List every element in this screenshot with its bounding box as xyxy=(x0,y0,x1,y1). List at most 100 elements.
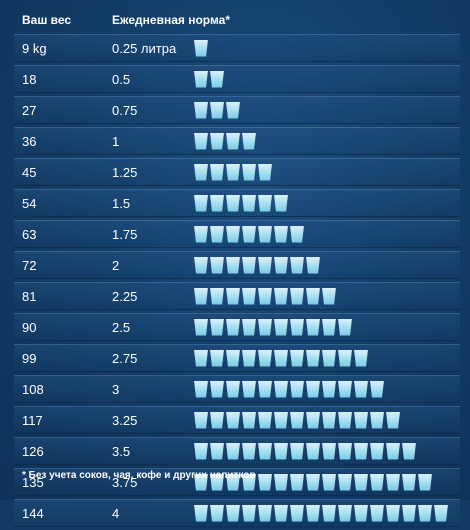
norm-cell: 0.75 xyxy=(112,102,138,118)
table-row: 126 3.5 xyxy=(14,437,460,465)
water-glass-icon xyxy=(306,442,320,460)
water-glass-icon xyxy=(290,225,304,243)
water-glass-icon xyxy=(258,504,272,522)
water-glass-icon xyxy=(338,380,352,398)
water-glass-icon xyxy=(354,349,368,367)
water-glass-icon xyxy=(306,411,320,429)
water-glass-icon xyxy=(274,473,288,491)
water-glass-icon xyxy=(226,225,240,243)
water-glass-icon xyxy=(434,504,448,522)
water-glass-icon xyxy=(226,194,240,212)
water-glass-icon xyxy=(194,287,208,305)
water-glass-icon xyxy=(338,349,352,367)
water-glass-icon xyxy=(306,380,320,398)
water-glass-icon xyxy=(354,380,368,398)
norm-cell: 4 xyxy=(112,505,120,521)
water-glass-icon xyxy=(306,318,320,336)
water-glass-icon xyxy=(290,349,304,367)
weight-cell: 54 xyxy=(22,195,37,211)
norm-cell: 2 xyxy=(112,257,120,273)
water-glass-icon xyxy=(210,101,224,119)
water-glass-icon xyxy=(322,287,336,305)
water-glass-icon xyxy=(226,256,240,274)
weight-cell: 108 xyxy=(22,381,44,397)
glasses-cell xyxy=(194,159,272,185)
norm-cell: 3.75 xyxy=(112,474,138,490)
water-glass-icon xyxy=(210,349,224,367)
water-glass-icon xyxy=(210,132,224,150)
glasses-cell xyxy=(194,128,256,154)
glasses-cell xyxy=(194,283,336,309)
water-glass-icon xyxy=(354,411,368,429)
water-glass-icon xyxy=(210,70,224,88)
water-glass-icon xyxy=(354,473,368,491)
water-glass-icon xyxy=(226,473,240,491)
norm-cell: 3.25 xyxy=(112,412,138,428)
water-glass-icon xyxy=(306,256,320,274)
water-glass-icon xyxy=(194,225,208,243)
glasses-cell xyxy=(194,66,224,92)
water-glass-icon xyxy=(306,349,320,367)
water-glass-icon xyxy=(194,318,208,336)
water-glass-icon xyxy=(338,473,352,491)
water-glass-icon xyxy=(242,318,256,336)
weight-cell: 63 xyxy=(22,226,37,242)
weight-cell: 126 xyxy=(22,443,44,459)
water-glass-icon xyxy=(402,473,416,491)
water-glass-icon xyxy=(290,287,304,305)
water-glass-icon xyxy=(274,504,288,522)
weight-cell: 99 xyxy=(22,350,37,366)
water-glass-icon xyxy=(226,101,240,119)
water-glass-icon xyxy=(194,411,208,429)
water-glass-icon xyxy=(258,163,272,181)
norm-cell: 0.5 xyxy=(112,71,131,87)
water-glass-icon xyxy=(306,473,320,491)
table-row: 81 2.25 xyxy=(14,282,460,310)
weight-cell: 45 xyxy=(22,164,37,180)
water-glass-icon xyxy=(338,318,352,336)
water-glass-icon xyxy=(386,442,400,460)
water-glass-icon xyxy=(258,411,272,429)
water-glass-icon xyxy=(306,287,320,305)
water-glass-icon xyxy=(274,225,288,243)
water-glass-icon xyxy=(242,287,256,305)
water-glass-icon xyxy=(226,318,240,336)
water-glass-icon xyxy=(210,163,224,181)
water-glass-icon xyxy=(274,411,288,429)
water-glass-icon xyxy=(274,194,288,212)
weight-cell: 9 kg xyxy=(22,40,47,56)
water-glass-icon xyxy=(242,442,256,460)
water-glass-icon xyxy=(370,473,384,491)
water-glass-icon xyxy=(194,101,208,119)
table-row: 117 3.25 xyxy=(14,406,460,434)
water-glass-icon xyxy=(290,504,304,522)
norm-cell: 1 xyxy=(112,133,120,149)
water-glass-icon xyxy=(402,442,416,460)
water-glass-icon xyxy=(370,442,384,460)
weight-cell: 135 xyxy=(22,474,44,490)
norm-cell: 1.25 xyxy=(112,164,138,180)
water-glass-icon xyxy=(386,473,400,491)
table-row: 108 3 xyxy=(14,375,460,403)
water-glass-icon xyxy=(338,442,352,460)
weight-column-header: Ваш вес xyxy=(22,13,72,27)
glasses-cell xyxy=(194,376,384,402)
water-glass-icon xyxy=(274,318,288,336)
footnote: * Без учета соков, чая, кофе и других на… xyxy=(22,470,256,481)
norm-cell: 2.5 xyxy=(112,319,131,335)
water-glass-icon xyxy=(226,349,240,367)
water-glass-icon xyxy=(386,411,400,429)
glasses-cell xyxy=(194,252,320,278)
glasses-cell xyxy=(194,345,368,371)
water-glass-icon xyxy=(258,380,272,398)
water-glass-icon xyxy=(322,504,336,522)
water-glass-icon xyxy=(370,504,384,522)
water-glass-icon xyxy=(226,411,240,429)
water-glass-icon xyxy=(290,473,304,491)
water-glass-icon xyxy=(194,504,208,522)
water-glass-icon xyxy=(322,442,336,460)
water-glass-icon xyxy=(354,504,368,522)
weight-cell: 81 xyxy=(22,288,37,304)
norm-cell: 3 xyxy=(112,381,120,397)
water-glass-icon xyxy=(210,442,224,460)
